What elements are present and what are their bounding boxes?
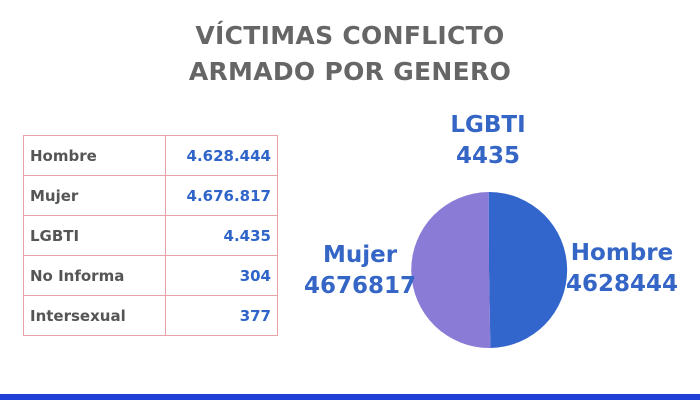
table-cell-label: Intersexual [23, 295, 166, 336]
pie-slice-mujer [411, 192, 491, 348]
table-cell-value: 4.435 [165, 215, 278, 256]
pie-label-mujer: Mujer 4676817 [300, 240, 420, 302]
pie-label-value: 4435 [455, 143, 520, 169]
pie-label-name: Hombre [570, 240, 674, 266]
pie-label-name: Mujer [322, 242, 398, 268]
pie-label-name: LGBTI [450, 112, 526, 138]
table-row: Hombre 4.628.444 [23, 135, 278, 176]
pie-label-value: 4628444 [565, 271, 679, 297]
table-row: Intersexual 377 [23, 295, 278, 336]
chart-title-line-1: VÍCTIMAS CONFLICTO [195, 21, 505, 50]
pie-slices [411, 191, 568, 348]
victims-table: Hombre 4.628.444 Mujer 4.676.817 LGBTI 4… [23, 135, 278, 336]
table-cell-label: Hombre [23, 135, 166, 176]
table-row: Mujer 4.676.817 [23, 175, 278, 216]
table-cell-value: 304 [165, 255, 278, 296]
bottom-bar [0, 394, 700, 400]
table-cell-value: 377 [165, 295, 278, 336]
chart-title-line-2: ARMADO POR GENERO [188, 57, 512, 86]
pie-label-value: 4676817 [303, 273, 417, 299]
pie-label-hombre: Hombre 4628444 [562, 238, 682, 300]
pie-slice-hombre [489, 191, 568, 348]
chart-title: VÍCTIMAS CONFLICTO ARMADO POR GENERO [0, 18, 700, 90]
table-cell-value: 4.676.817 [165, 175, 278, 216]
pie-label-lgbti: LGBTI 4435 [433, 110, 543, 172]
table-row: LGBTI 4.435 [23, 215, 278, 256]
table-row: No Informa 304 [23, 255, 278, 296]
table-cell-label: No Informa [23, 255, 166, 296]
table-cell-label: Mujer [23, 175, 166, 216]
